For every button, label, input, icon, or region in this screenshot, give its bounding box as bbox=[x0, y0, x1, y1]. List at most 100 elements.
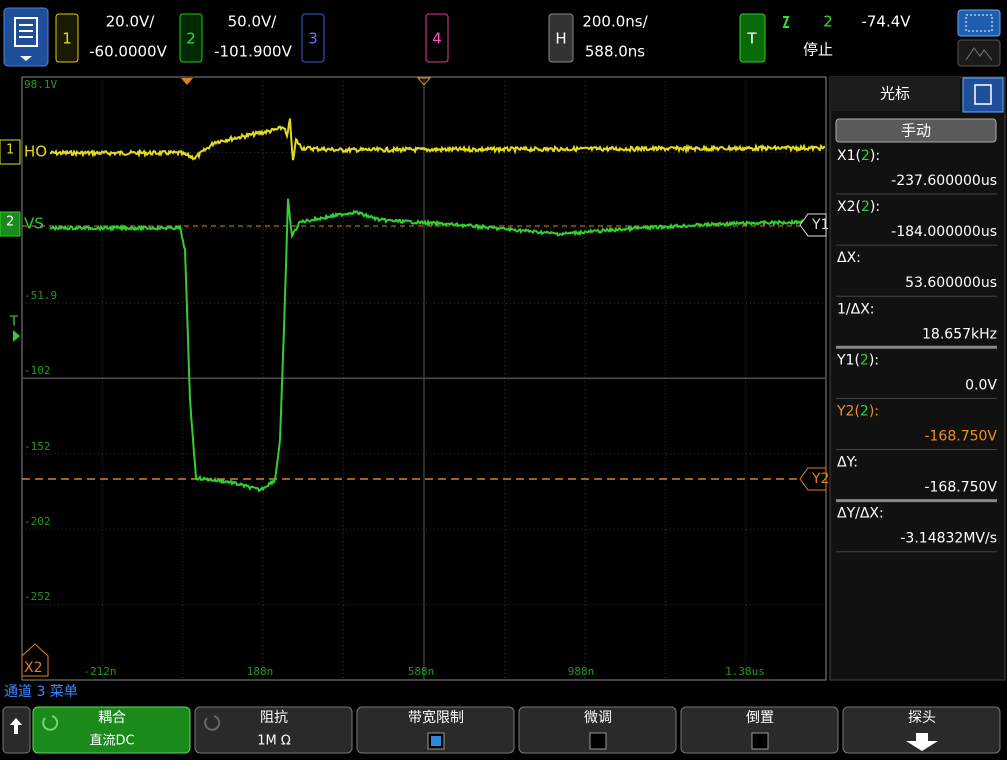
channel-3-box[interactable] bbox=[301, 13, 325, 63]
channel-offset: -101.900V bbox=[214, 43, 292, 61]
trace-marker-number: 2 bbox=[6, 215, 14, 230]
readout-value: -184.000000us bbox=[891, 224, 997, 240]
cursor-marker bbox=[799, 467, 827, 491]
cursor-marker bbox=[799, 213, 827, 237]
trigger-slope-icon bbox=[782, 16, 790, 28]
readout-label-part: ): bbox=[870, 148, 880, 164]
softkey-arrow bbox=[906, 733, 938, 751]
acquisition-status: 停止 bbox=[803, 41, 833, 59]
touch-button[interactable] bbox=[957, 39, 1001, 67]
readout-label-part: ΔY: bbox=[837, 455, 858, 471]
y-scale-label: -252 bbox=[24, 590, 51, 603]
touch-icon bbox=[965, 47, 993, 61]
softkey-value: 直流DC bbox=[89, 734, 134, 749]
horizontal-scale: 200.0ns/ bbox=[582, 13, 648, 31]
softkey-label: 探头 bbox=[908, 710, 936, 726]
x-scale-label: 1.38us bbox=[725, 665, 765, 678]
readout-label-part: Y1( bbox=[836, 352, 860, 368]
readout-label-part: 2 bbox=[861, 148, 870, 164]
softkey[interactable] bbox=[842, 706, 1001, 754]
x-scale-label: 588n bbox=[408, 665, 435, 678]
mode-button[interactable] bbox=[835, 118, 997, 143]
readout-label-part: Y2( bbox=[836, 404, 860, 420]
channel-number: 3 bbox=[308, 30, 318, 48]
readout-value: -237.600000us bbox=[891, 173, 997, 189]
softkey[interactable] bbox=[356, 706, 515, 754]
softkey-label: 耦合 bbox=[98, 710, 126, 726]
trigger-source: 2 bbox=[823, 13, 833, 31]
horizontal-label: H bbox=[555, 30, 566, 48]
softkey[interactable] bbox=[680, 706, 839, 754]
x-scale-label: 988n bbox=[568, 665, 595, 678]
trace-marker-number: 1 bbox=[6, 143, 14, 158]
softkey[interactable] bbox=[32, 706, 191, 754]
readout-label-part: X1( bbox=[837, 148, 861, 164]
trigger-level-arrow bbox=[13, 330, 20, 342]
menu-icon bbox=[14, 17, 38, 47]
readout-label: 1/ΔX: bbox=[837, 301, 875, 317]
readout-label: Y2(2): bbox=[836, 404, 879, 420]
readout-label: ΔX: bbox=[837, 250, 861, 266]
trace-label: HO bbox=[24, 143, 47, 161]
trigger-level: -74.4V bbox=[861, 13, 911, 31]
readout-value: -168.750V bbox=[924, 429, 997, 445]
zoom-icon bbox=[965, 14, 993, 32]
trace-label: VS bbox=[24, 215, 44, 233]
softkey[interactable] bbox=[518, 706, 677, 754]
softkey-icon bbox=[42, 715, 59, 731]
menu-title: 通道 3 菜单 bbox=[4, 684, 78, 700]
y-scale-label: -51.9 bbox=[24, 289, 57, 302]
cursor-marker-label: X2 bbox=[24, 660, 43, 676]
readout-label-part: 1/ΔX: bbox=[837, 301, 875, 317]
y-scale-label: -152 bbox=[24, 440, 51, 453]
zoom-button[interactable] bbox=[957, 9, 1001, 37]
y-scale-label: -202 bbox=[24, 515, 51, 528]
cursor-mode: 手动 bbox=[901, 122, 931, 140]
channel-1-box[interactable] bbox=[55, 13, 79, 63]
readout-value: 0.0V bbox=[965, 377, 997, 393]
readout-label-part: ΔX: bbox=[837, 250, 861, 266]
trigger-label: T bbox=[746, 30, 757, 48]
readout-label-part: 2 bbox=[860, 352, 869, 368]
panel-title: 光标 bbox=[880, 85, 910, 103]
readout-value: -168.750V bbox=[924, 480, 997, 496]
readout-label-part: ): bbox=[869, 352, 879, 368]
top-bar: 1 20.0V/ -60.0000V 2 50.0V/ -101.900V 3 … bbox=[3, 7, 1001, 67]
menu-arrow bbox=[20, 56, 32, 61]
softkey-label: 微调 bbox=[584, 710, 612, 726]
channel-2-box[interactable] bbox=[179, 13, 203, 63]
trace-marker bbox=[0, 139, 21, 165]
channel-number: 4 bbox=[432, 30, 442, 48]
y-scale-label: -102 bbox=[24, 364, 51, 377]
softkey-checkbox bbox=[589, 732, 607, 750]
channel-4-box[interactable] bbox=[425, 13, 449, 63]
channel-scale: 20.0V/ bbox=[106, 13, 156, 31]
trigger-box[interactable] bbox=[739, 13, 766, 63]
trace-marker bbox=[0, 211, 21, 237]
panel-tab bbox=[830, 77, 960, 111]
channel-offset: -60.0000V bbox=[89, 43, 167, 61]
readout-label: X2(2): bbox=[837, 199, 880, 215]
readout-label-part: 2 bbox=[861, 199, 870, 215]
readout-label: ΔY: bbox=[837, 455, 858, 471]
softkey-label: 倒置 bbox=[746, 710, 774, 726]
panel-menu-icon bbox=[974, 84, 992, 105]
readout-label: Y1(2): bbox=[836, 352, 879, 368]
channel-number: 1 bbox=[62, 30, 72, 48]
horizontal-box[interactable] bbox=[548, 13, 574, 63]
cursor-marker-label: Y2 bbox=[811, 471, 829, 487]
waveform-trace bbox=[49, 198, 826, 493]
waveform-display: 98.1V -51.9 -102 -152 -202 -252 -212n 188n 588n 9… bbox=[0, 76, 829, 681]
readout-label-part: ΔY/ΔX: bbox=[837, 506, 884, 522]
readout-label-part: ): bbox=[870, 199, 880, 215]
channel-scale: 50.0V/ bbox=[228, 13, 278, 31]
softkey-label: 带宽限制 bbox=[408, 709, 464, 726]
panel-menu-button[interactable] bbox=[962, 77, 1004, 113]
readout-label-part: 2 bbox=[860, 404, 869, 420]
trigger-position-marker bbox=[416, 77, 432, 86]
readout-label: X1(2): bbox=[837, 148, 880, 164]
panel-frame bbox=[829, 76, 1006, 681]
softkey[interactable] bbox=[194, 706, 353, 754]
